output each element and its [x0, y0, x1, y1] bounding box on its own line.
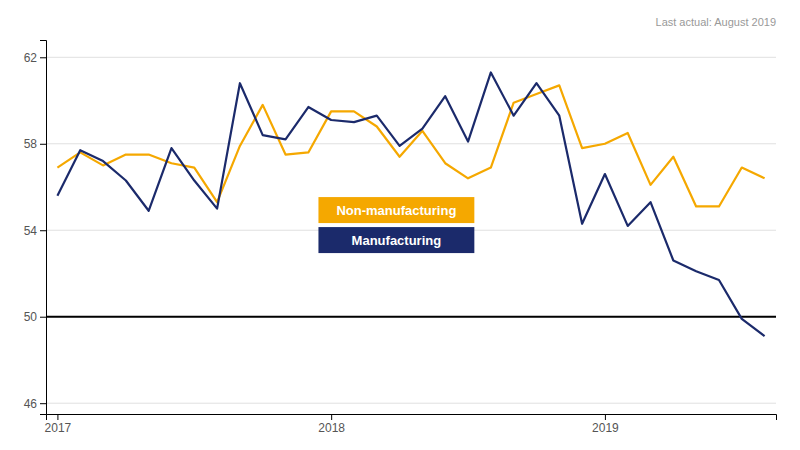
- marks: [46, 72, 776, 336]
- legend-swatch: [318, 197, 474, 223]
- x-tick-mark: [57, 414, 58, 420]
- legend-label: Manufacturing: [352, 233, 442, 248]
- y-tick-mark: [40, 403, 46, 404]
- y-tick-label: 54: [24, 224, 38, 238]
- legend-item: Manufacturing: [318, 227, 474, 253]
- y-tick-mark: [40, 230, 46, 231]
- threshold-line: [46, 316, 776, 318]
- y-tick: 54: [24, 224, 46, 238]
- y-tick-label: 62: [24, 51, 38, 65]
- legend-item: Non-manufacturing: [318, 197, 474, 223]
- x-tick: 2019: [592, 414, 619, 435]
- series-line: [57, 72, 764, 336]
- x-tick-label: 2018: [318, 421, 345, 435]
- y-tick-mark: [40, 144, 46, 145]
- y-tick: 58: [24, 137, 46, 151]
- y-tick: 62: [24, 51, 46, 65]
- x-tick-label: 2019: [592, 421, 619, 435]
- x-tick: 2018: [318, 414, 345, 435]
- y-axis: 46 50 54 58 62: [24, 41, 47, 415]
- x-tick-label: 2017: [45, 421, 72, 435]
- y-tick-mark: [40, 57, 46, 58]
- x-axis-line: [47, 415, 777, 421]
- y-tick: 46: [24, 397, 46, 411]
- y-tick-label: 58: [24, 137, 38, 151]
- legend-swatch: [318, 227, 474, 253]
- grid-line: [46, 403, 776, 404]
- series-line: [57, 85, 764, 206]
- x-tick: 2017: [45, 414, 72, 435]
- annotation: Last actual: August 2019: [656, 16, 776, 28]
- chart-svg: 46 50 54 58 62 2017 2018 2019 Non-manufacturing M…: [0, 0, 800, 450]
- y-tick-label: 46: [24, 397, 38, 411]
- grid-line: [46, 57, 776, 58]
- legend-label: Non-manufacturing: [336, 203, 456, 218]
- y-tick-mark: [40, 317, 46, 318]
- grid-line: [46, 316, 776, 317]
- x-axis: 2017 2018 2019: [45, 414, 777, 435]
- x-tick-mark: [331, 414, 332, 420]
- legend: Non-manufacturing Manufacturing: [318, 197, 474, 253]
- grid: [46, 57, 776, 403]
- plot-area: 46 50 54 58 62 2017 2018 2019 Non-manufacturing M…: [24, 41, 777, 435]
- y-tick: 50: [24, 310, 46, 324]
- y-axis-line: [40, 41, 47, 415]
- y-tick-label: 50: [24, 310, 38, 324]
- x-tick-mark: [605, 414, 606, 420]
